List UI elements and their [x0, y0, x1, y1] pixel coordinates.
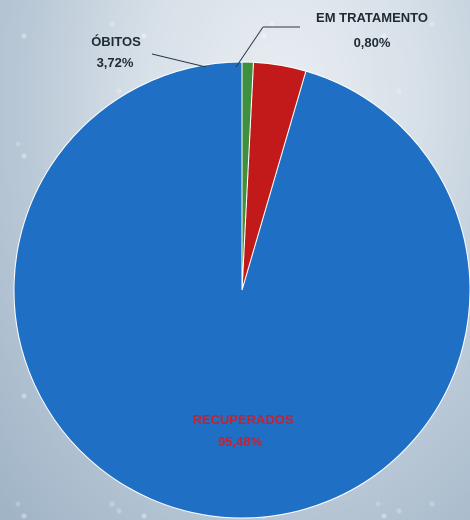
- label-recuperados-name: RECUPERADOS: [192, 412, 293, 427]
- label-recuperados-value: 95,48%: [218, 434, 263, 449]
- label-em-tratamento-value: 0,80%: [354, 35, 391, 50]
- label-em-tratamento-name: EM TRATAMENTO: [316, 10, 428, 25]
- leader-line-obitos: [151, 53, 207, 68]
- pie-slices: [13, 61, 470, 519]
- label-obitos-name: ÓBITOS: [91, 34, 141, 49]
- pie-slice-em-tratamento: [241, 61, 254, 291]
- leader-line-em-tratamento: [235, 26, 264, 68]
- label-obitos-value: 3,72%: [97, 55, 134, 70]
